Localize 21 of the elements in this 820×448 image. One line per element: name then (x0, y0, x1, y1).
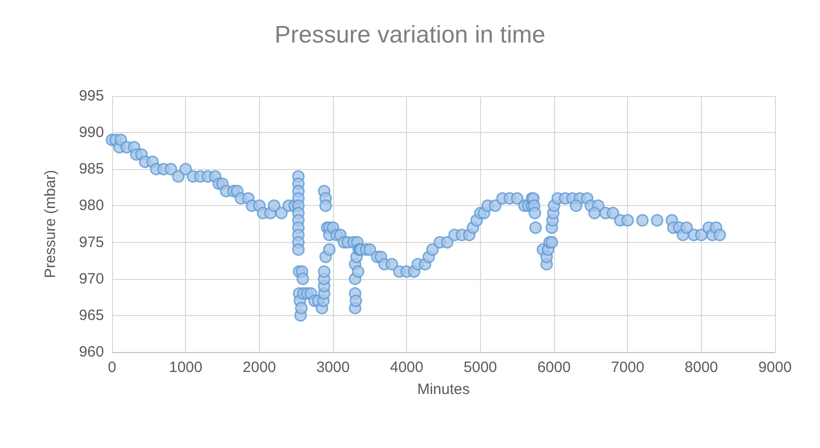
chart-title: Pressure variation in time (274, 22, 546, 48)
x-tick-label: 4000 (390, 359, 424, 376)
x-tick-label: 6000 (537, 359, 571, 376)
x-tick-label: 3000 (316, 359, 350, 376)
y-tick-label: 995 (78, 88, 104, 104)
y-tick-label: 970 (78, 270, 104, 288)
y-tick-label: 975 (78, 234, 104, 251)
x-axis-title: Minutes (417, 381, 470, 398)
x-tick-label: 7000 (610, 359, 644, 376)
y-tick-label: 980 (78, 197, 104, 214)
x-tick-label: 1000 (168, 359, 202, 376)
x-tick-label: 5000 (464, 359, 498, 376)
x-tick-label: 9000 (758, 359, 792, 376)
y-tick-label: 960 (78, 344, 104, 360)
x-tick-label: 8000 (684, 359, 718, 376)
x-tick-label: 0 (108, 359, 116, 376)
y-axis-title: Pressure (mbar) (42, 170, 59, 278)
y-tick-label: 990 (78, 124, 104, 142)
y-tick-label: 985 (78, 160, 104, 178)
y-tick-label: 965 (78, 306, 104, 324)
x-tick-label: 2000 (242, 359, 276, 376)
